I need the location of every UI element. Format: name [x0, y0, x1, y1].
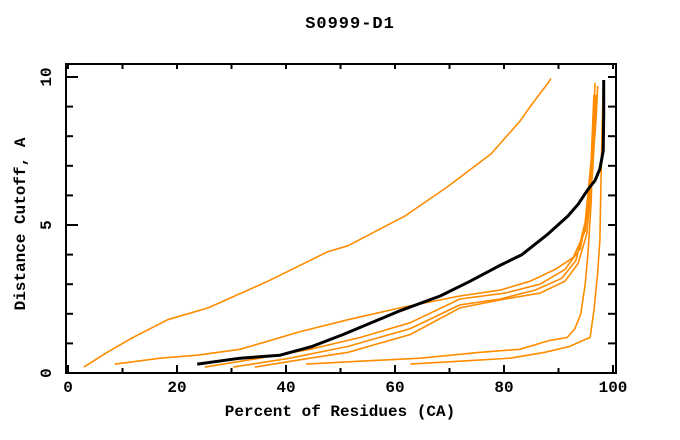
model-curve-4 — [232, 94, 595, 368]
x-tick-label: 0 — [63, 379, 73, 397]
y-tick-label: 0 — [38, 368, 56, 378]
x-tick-label: 60 — [385, 379, 404, 397]
model-curve-3 — [204, 94, 597, 368]
black-highlight-curve — [196, 80, 606, 366]
axes: 0 20 40 60 80 100 0 5 10 — [38, 63, 628, 397]
curves — [83, 78, 606, 368]
plot-box — [65, 63, 617, 374]
y-tick-label: 10 — [38, 67, 56, 86]
x-tick-label: 80 — [494, 379, 513, 397]
y-axis-label: Distance Cutoff, A — [12, 137, 30, 310]
x-tick-label: 100 — [599, 379, 628, 397]
model-curve-5 — [254, 100, 597, 368]
model-curve-1-outlier — [83, 78, 552, 368]
page-title: S0999-D1 — [305, 15, 395, 34]
x-tick-label: 20 — [167, 379, 186, 397]
x-axis-label: Percent of Residues (CA) — [225, 403, 455, 421]
model-curve-6-low — [306, 82, 596, 365]
model-curve-2 — [114, 85, 599, 365]
x-tick-label: 40 — [276, 379, 295, 397]
model-curve-7-low — [410, 85, 604, 365]
y-tick-label: 5 — [38, 220, 56, 230]
